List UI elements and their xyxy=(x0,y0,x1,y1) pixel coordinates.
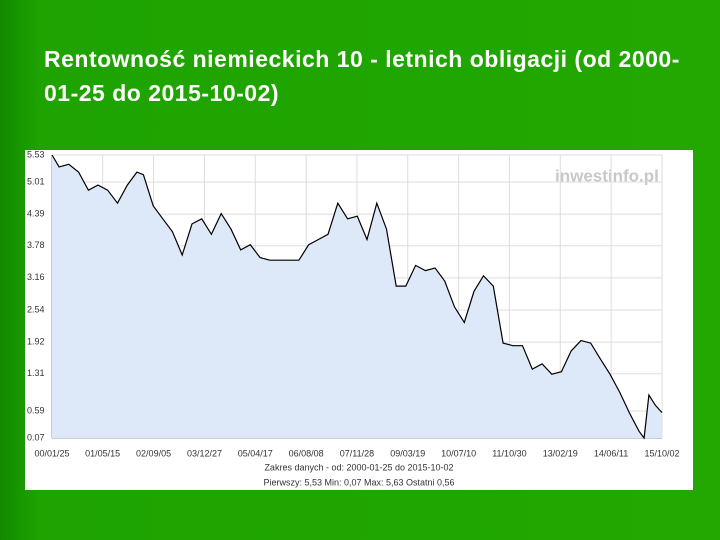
y-tick-label: 3.78 xyxy=(27,240,45,250)
slide-title: Rentowność niemieckich 10 - letnich obli… xyxy=(44,46,680,106)
logo: inwestinfo.pl xyxy=(555,166,659,185)
range-text: Zakres danych - od: 2000-01-25 do 2015-1… xyxy=(264,462,453,472)
x-tick-label: 13/02/19 xyxy=(543,448,578,458)
y-tick-label: 5.53 xyxy=(27,150,45,159)
y-tick-label: 0.59 xyxy=(27,405,45,415)
line xyxy=(51,154,663,440)
x-tick-label: 05/04/17 xyxy=(238,448,273,458)
x-tick-label: 03/12/27 xyxy=(187,448,222,458)
stats-text: Pierwszy: 5,53 Min: 0,07 Max: 5,63 Ostat… xyxy=(263,477,454,487)
y-tick-label: 1.31 xyxy=(27,368,45,378)
x-tick-label: 10/07/10 xyxy=(441,448,476,458)
y-tick-label: 4.39 xyxy=(27,208,45,218)
x-tick-label: 02/09/05 xyxy=(136,448,171,458)
y-tick-label: 0.07 xyxy=(27,432,45,442)
x-tick-label: 01/05/15 xyxy=(85,448,120,458)
x-tick-label: 15/10/02 xyxy=(644,448,679,458)
y-tick-label: 2.54 xyxy=(27,304,45,314)
x-tick-label: 11/10/30 xyxy=(492,448,526,458)
x-tick-label: 14/06/11 xyxy=(594,448,628,458)
chart: inwestinfo.pl Zakres danych - od: 2000-0… xyxy=(25,150,693,490)
x-tick-label: 06/08/08 xyxy=(289,448,324,458)
y-tick-label: 5.01 xyxy=(27,176,45,186)
area xyxy=(52,155,662,438)
y-tick-label: 1.92 xyxy=(27,336,45,346)
x-tick-label: 07/11/28 xyxy=(340,448,374,458)
x-tick-label: 00/01/25 xyxy=(34,448,69,458)
y-tick-label: 3.16 xyxy=(27,272,45,282)
x-tick-label: 09/03/19 xyxy=(390,448,425,458)
